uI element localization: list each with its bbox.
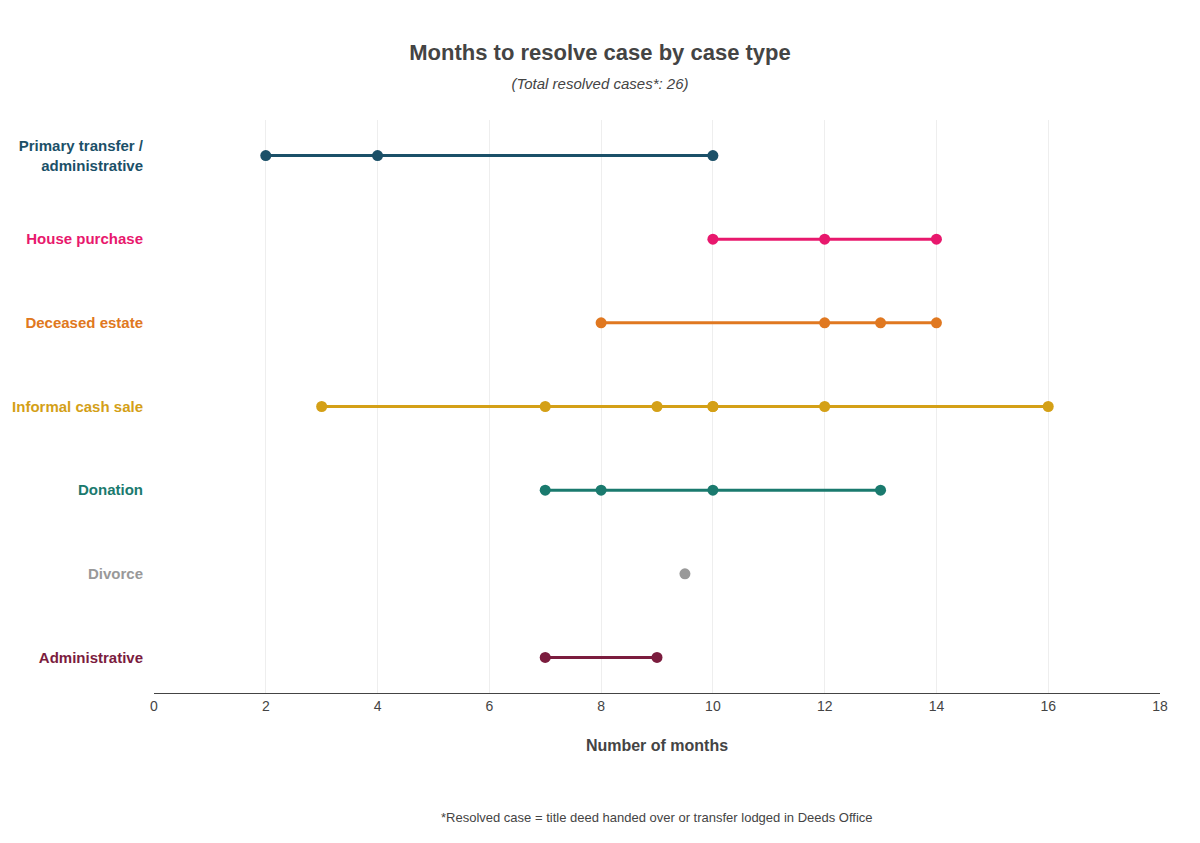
- svg-text:0: 0: [150, 698, 158, 714]
- svg-text:6: 6: [485, 698, 493, 714]
- svg-text:Deceased estate: Deceased estate: [25, 314, 143, 331]
- svg-text:Number of months: Number of months: [586, 737, 728, 754]
- svg-text:16: 16: [1040, 698, 1056, 714]
- svg-text:18: 18: [1152, 698, 1168, 714]
- svg-text:4: 4: [374, 698, 382, 714]
- svg-text:(Total resolved cases*: 26): (Total resolved cases*: 26): [511, 75, 688, 92]
- svg-text:12: 12: [817, 698, 833, 714]
- svg-text:Informal cash sale: Informal cash sale: [12, 398, 143, 415]
- svg-text:Donation: Donation: [78, 481, 143, 498]
- svg-text:House purchase: House purchase: [26, 230, 143, 247]
- svg-text:Divorce: Divorce: [88, 565, 143, 582]
- svg-text:2: 2: [262, 698, 270, 714]
- svg-text:8: 8: [597, 698, 605, 714]
- svg-text:14: 14: [929, 698, 945, 714]
- svg-text:*Resolved case = title deed ha: *Resolved case = title deed handed over …: [441, 810, 873, 825]
- svg-text:10: 10: [705, 698, 721, 714]
- svg-text:Administrative: Administrative: [39, 649, 143, 666]
- svg-text:Months to resolve case by case: Months to resolve case by case type: [409, 40, 791, 65]
- svg-text:Primary transfer /administrati: Primary transfer /administrative: [19, 137, 144, 174]
